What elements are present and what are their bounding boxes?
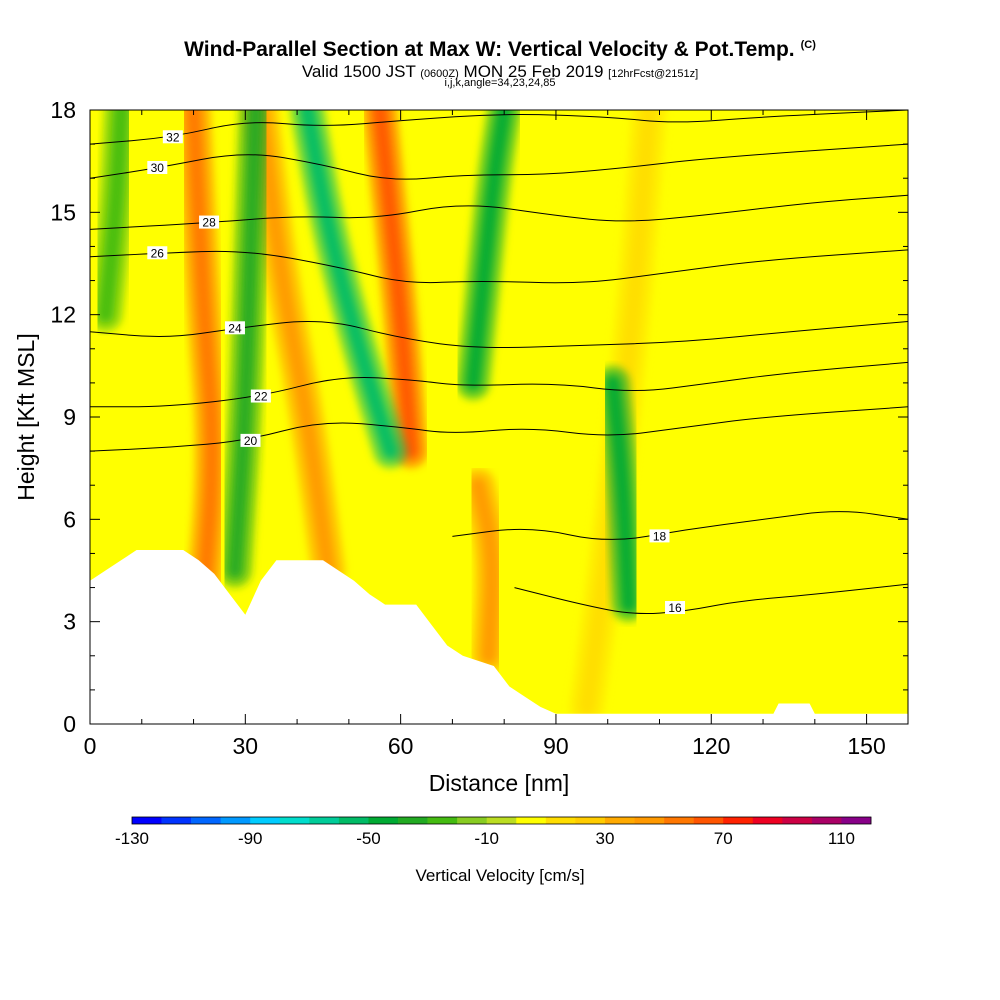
- theta-contour-line: [90, 110, 908, 145]
- x-tick-label: 30: [233, 733, 259, 759]
- colorbar-swatch: [338, 817, 369, 824]
- colorbar-swatch: [309, 817, 340, 824]
- potential-temperature-contours: 16 18 20 22 24 26 28 30 32: [90, 110, 908, 615]
- y-tick-label: 15: [50, 199, 76, 225]
- colorbar-tick-label: -50: [356, 829, 381, 848]
- theta-contour-label: 16: [668, 601, 682, 615]
- y-tick-label: 18: [50, 97, 76, 123]
- y-tick-label: 3: [63, 609, 76, 635]
- theta-contour-label: 24: [228, 321, 242, 335]
- colorbar-swatch: [457, 817, 488, 824]
- colorbar-frame: [131, 816, 872, 825]
- colorbar-swatch: [575, 817, 606, 824]
- x-axis-label: Distance [nm]: [429, 770, 570, 796]
- theta-contour-label-box: [665, 601, 686, 615]
- updraft-band-core: [185, 110, 220, 603]
- y-tick-label: 12: [50, 302, 76, 328]
- colorbar-label: Vertical Velocity [cm/s]: [415, 866, 584, 885]
- colorbar-swatch: [368, 817, 399, 824]
- theta-contour-label-box: [224, 321, 245, 335]
- y-tick-label: 6: [63, 506, 76, 532]
- theta-contour-line: [90, 249, 908, 284]
- updraft-band-core: [371, 110, 419, 460]
- theta-contour-label-box: [162, 130, 183, 144]
- theta-contour-label: 22: [254, 390, 268, 404]
- colorbar-swatch: [811, 817, 842, 824]
- theta-contour-label: 32: [166, 130, 180, 144]
- colorbar-tick-label: 30: [595, 829, 614, 848]
- updraft-band-core: [252, 110, 337, 579]
- chart-subtitle: Valid 1500 JST (0600Z) MON 25 Feb 2019 […: [301, 62, 699, 81]
- plot-area: 16 18 20 22 24 26 28 30 32: [90, 110, 908, 724]
- x-tick-label: 0: [84, 733, 97, 759]
- theta-contour-label-box: [649, 529, 670, 543]
- theta-contour-line: [90, 321, 908, 349]
- colorbar-swatch: [604, 817, 635, 824]
- theta-contour-label-box: [250, 389, 271, 403]
- theta-contour-line: [90, 406, 908, 452]
- downdraft-band-core: [604, 374, 637, 613]
- colorbar-swatch: [486, 817, 517, 824]
- colorbar-swatch: [634, 817, 665, 824]
- terrain-mask: [90, 550, 908, 724]
- x-tick-label: 150: [847, 733, 885, 759]
- colorbar-swatch: [398, 817, 428, 824]
- theta-contour-line: [452, 511, 908, 540]
- y-axis-label: Height [Kft MSL]: [13, 333, 39, 500]
- x-tick-label: 60: [388, 733, 414, 759]
- x-tick-label: 120: [692, 733, 730, 759]
- colorbar-swatch: [841, 817, 872, 824]
- colorbar-swatch: [279, 817, 310, 824]
- theta-contour-label: 20: [244, 434, 258, 448]
- theta-contour-label: 18: [653, 529, 667, 543]
- y-tick-label: 0: [63, 711, 76, 737]
- theta-contour-line: [90, 361, 908, 408]
- colorbar-swatch: [220, 817, 251, 824]
- chart-parameters: i,j,k,angle=34,23,24,85: [444, 77, 556, 89]
- theta-contour-line: [90, 143, 908, 180]
- colorbar-tick-label: 110: [828, 829, 855, 848]
- colorbar-swatch: [516, 817, 547, 824]
- theta-contour-label: 28: [202, 216, 216, 230]
- downdraft-band-core: [97, 110, 130, 323]
- downdraft-band-core: [227, 110, 264, 579]
- colorbar-swatch: [191, 817, 221, 824]
- colorbar-swatch: [752, 817, 783, 824]
- theta-contour-label-box: [147, 160, 168, 174]
- theta-contour-label-box: [240, 433, 261, 447]
- downdraft-band-core: [299, 110, 399, 460]
- colorbar-tick-label: 70: [714, 829, 733, 848]
- colorbar-tick-label: -90: [238, 829, 263, 848]
- theta-contour-label-box: [199, 215, 220, 229]
- colorbar-swatch: [693, 817, 724, 824]
- colorbar-swatch: [664, 817, 694, 824]
- colorbar-swatch: [545, 817, 576, 824]
- theta-contour-label: 26: [151, 246, 165, 260]
- colorbar-tick-label: -130: [115, 829, 149, 848]
- theta-contour-label-box: [147, 246, 168, 260]
- colorbar: -130 -90 -50 -10 30 70 110: [115, 816, 872, 848]
- colorbar-swatch: [782, 817, 813, 824]
- axes: 0 30 60 90 120 150 0 3 6 9 12 15 18: [50, 97, 908, 759]
- y-tick-label: 9: [63, 404, 76, 430]
- x-tick-label: 90: [543, 733, 569, 759]
- downdraft-band-core: [465, 110, 513, 391]
- colorbar-tick-label: -10: [474, 829, 499, 848]
- colorbar-swatch: [250, 817, 281, 824]
- colorbar-swatch: [161, 817, 192, 824]
- terrain: [90, 550, 908, 724]
- vertical-velocity-field: [90, 110, 667, 724]
- chart-title: Wind-Parallel Section at Max W: Vertical…: [184, 38, 816, 61]
- colorbar-swatch: [132, 817, 162, 824]
- updraft-band-core: [470, 477, 500, 664]
- theta-contour-label: 30: [151, 161, 165, 175]
- colorbar-swatch: [723, 817, 754, 824]
- colorbar-swatch: [427, 817, 458, 824]
